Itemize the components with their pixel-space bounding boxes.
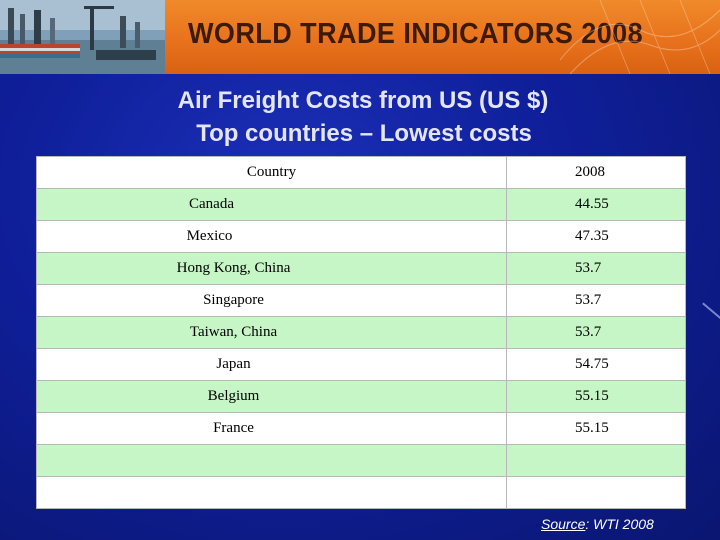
value-cell: 47.35	[506, 220, 686, 253]
country-cell: Singapore	[36, 284, 507, 317]
country-cell: Mexico	[36, 220, 507, 253]
country-cell: France	[36, 412, 507, 445]
title-line-2: Top countries – Lowest costs	[196, 120, 532, 147]
header-country: Country	[36, 156, 507, 189]
banner-title: WORLD TRADE INDICATORS 2008	[188, 18, 644, 50]
country-cell	[36, 444, 507, 477]
country-cell: Taiwan, China	[36, 316, 507, 349]
table-row: Hong Kong, China 53.7	[36, 252, 686, 285]
table-row: Japan 54.75	[36, 348, 686, 381]
value-cell: 54.75	[506, 348, 686, 381]
table-row: Belgium 55.15	[36, 380, 686, 413]
country-cell: Japan	[36, 348, 507, 381]
source-text: : WTI 2008	[585, 516, 654, 532]
table-row	[36, 444, 686, 477]
country-cell: Canada	[36, 188, 507, 221]
table-row: Canada 44.55	[36, 188, 686, 221]
header-banner: WORLD TRADE INDICATORS 2008	[0, 0, 720, 74]
country-cell: Hong Kong, China	[36, 252, 507, 285]
table-row: Taiwan, China 53.7	[36, 316, 686, 349]
value-cell: 53.7	[506, 316, 686, 349]
table-row	[36, 476, 686, 509]
slide-title: Air Freight Costs from US (US $) Top cou…	[0, 84, 720, 150]
source-note: Source: WTI 2008	[541, 516, 654, 532]
port-photo-image	[0, 0, 165, 74]
value-cell: 53.7	[506, 284, 686, 317]
value-cell	[506, 444, 686, 477]
table-row: Mexico 47.35	[36, 220, 686, 253]
table-row: Singapore 53.7	[36, 284, 686, 317]
value-cell: 55.15	[506, 380, 686, 413]
value-cell: 53.7	[506, 252, 686, 285]
value-cell	[506, 476, 686, 509]
banner-decoration	[560, 0, 720, 74]
header-year: 2008	[506, 156, 686, 189]
title-line-1: Air Freight Costs from US (US $)	[177, 87, 549, 114]
value-cell: 44.55	[506, 188, 686, 221]
value-cell: 55.15	[506, 412, 686, 445]
table-header-row: Country 2008	[36, 156, 686, 189]
source-label: Source	[541, 516, 586, 532]
country-cell: Belgium	[36, 380, 507, 413]
country-cell	[36, 476, 507, 509]
freight-cost-table: Country 2008 Canada 44.55 Mexico 47.35 H…	[36, 156, 686, 509]
table-row: France 55.15	[36, 412, 686, 445]
